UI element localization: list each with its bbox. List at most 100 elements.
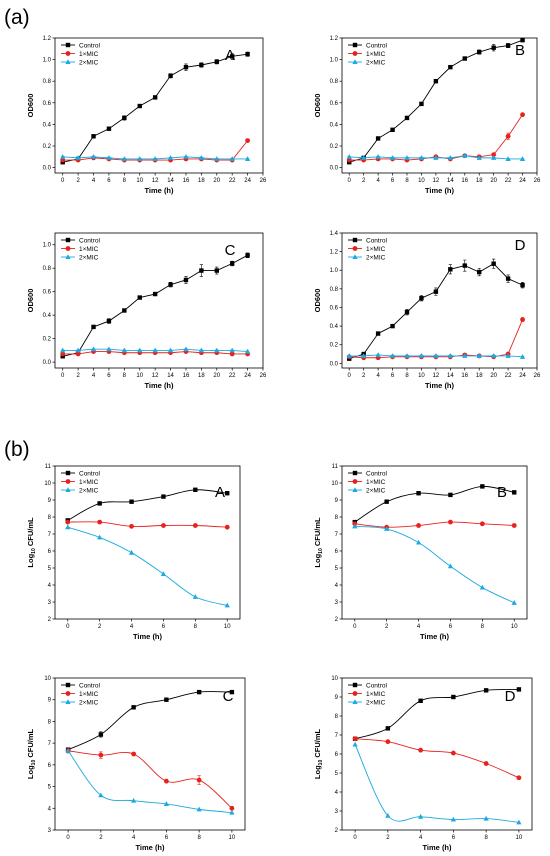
data-point	[121, 156, 127, 161]
x-tick-label: 20	[213, 373, 220, 379]
data-point	[65, 747, 71, 753]
legend-label: 2×MIC	[366, 699, 386, 706]
data-point	[505, 133, 511, 139]
y-tick-label: 0.2	[330, 144, 339, 150]
x-tick-label: 4	[132, 835, 136, 841]
series-2×MIC	[65, 524, 230, 608]
y-axis-title-subscript: 10	[318, 548, 324, 554]
y-tick-label: 1.2	[330, 36, 339, 42]
x-tick-label: 6	[107, 178, 111, 184]
data-point	[516, 819, 522, 825]
chart-a-D: 0 2 4 6 8 10 12 14 16 18 20 22 24 260.00.20.40.60.81.…	[313, 231, 541, 390]
x-tick-label: 6	[165, 835, 169, 841]
y-tick-label: 10	[331, 676, 338, 682]
data-point	[519, 156, 526, 161]
y-tick-label: 5	[48, 566, 52, 572]
data-point	[91, 324, 96, 330]
data-point	[462, 152, 468, 158]
data-point	[196, 689, 202, 695]
x-tick-label: 20	[490, 178, 497, 184]
x-tick-label: 8	[481, 624, 485, 630]
x-tick-label: 10	[136, 373, 143, 379]
chart-letter: B	[515, 42, 525, 59]
data-point	[91, 134, 96, 139]
legend-marker	[352, 699, 358, 704]
series-2×MIC	[352, 523, 517, 605]
data-point	[131, 797, 137, 803]
y-tick-label: 0.0	[330, 361, 339, 367]
data-point	[433, 155, 439, 160]
legend-marker	[65, 479, 71, 484]
legend-marker	[65, 487, 71, 492]
data-point	[245, 253, 250, 258]
legend-marker	[65, 254, 71, 259]
data-point	[229, 347, 235, 353]
data-point	[98, 752, 104, 758]
y-tick-label: 7	[335, 733, 339, 739]
data-point	[511, 600, 517, 605]
data-point	[491, 261, 496, 266]
y-tick-label: 10	[44, 481, 51, 487]
series-line	[349, 114, 523, 161]
y-tick-label: 7	[48, 741, 52, 747]
data-point	[361, 353, 367, 358]
data-point	[163, 778, 169, 784]
legend-marker	[352, 59, 358, 64]
legend-marker	[65, 42, 71, 48]
data-point	[122, 308, 127, 313]
series-1×MIC	[65, 748, 235, 811]
data-point	[168, 73, 173, 78]
data-point	[199, 268, 204, 273]
x-tick-label: 14	[167, 178, 174, 184]
data-point	[520, 317, 525, 322]
series-2×MIC	[346, 352, 526, 359]
y-tick-label: 1.0	[330, 268, 339, 274]
y-tick-label: 2	[335, 617, 339, 623]
data-point	[450, 750, 456, 756]
data-point	[418, 747, 424, 753]
y-tick-label: 8	[335, 515, 339, 521]
data-point	[229, 351, 235, 357]
legend-marker	[352, 682, 358, 688]
y-tick-label: 6	[335, 752, 339, 758]
legend-label: Control	[79, 237, 101, 244]
legend-marker	[352, 479, 358, 484]
legend-label: 1×MIC	[366, 246, 386, 253]
x-tick-label: 18	[476, 373, 483, 379]
y-tick-label: 1.0	[43, 58, 52, 64]
x-axis-title: Time (h)	[425, 381, 455, 390]
legend-label: 2×MIC	[79, 254, 99, 261]
data-point	[451, 694, 456, 700]
chart-a-B: 0 2 4 6 8 10 12 14 16 18 20 22 24 260.00.20.40.60.81.…	[313, 36, 541, 195]
data-point	[419, 101, 424, 107]
data-point	[433, 353, 439, 358]
data-point	[491, 353, 497, 358]
x-tick-label: 2	[98, 624, 102, 630]
x-tick-label: 16	[461, 178, 468, 184]
series-1×MIC	[352, 519, 517, 530]
data-point	[511, 523, 517, 528]
legend-label: 1×MIC	[366, 479, 386, 486]
legend-label: 2×MIC	[366, 487, 386, 494]
x-axis-title: Time (h)	[425, 186, 455, 195]
legend-label: 1×MIC	[79, 691, 99, 698]
x-tick-label: 4	[376, 178, 380, 184]
series-line	[62, 53, 248, 163]
data-point	[214, 156, 220, 161]
legend-marker	[65, 699, 71, 704]
data-point	[346, 353, 352, 358]
y-tick-label: 4	[48, 583, 52, 589]
y-axis-title-main: Log	[26, 553, 35, 567]
data-point	[152, 95, 158, 100]
x-tick-label: 2	[385, 624, 389, 630]
series-2×MIC	[352, 741, 522, 825]
legend-label: 1×MIC	[366, 51, 386, 58]
data-point	[168, 282, 173, 287]
data-point	[98, 732, 104, 737]
y-axis-title-main: OD600	[313, 94, 322, 118]
data-point	[352, 736, 358, 742]
y-axis-title: Log10 CFU/mL	[26, 729, 37, 780]
